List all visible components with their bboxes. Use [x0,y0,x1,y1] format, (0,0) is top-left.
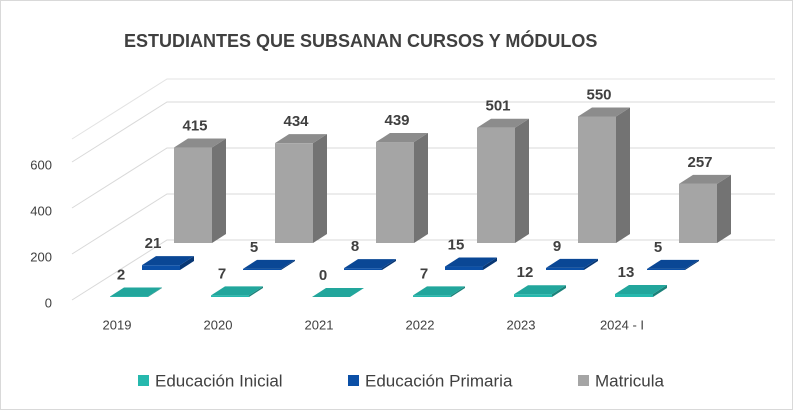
bar-front [211,295,249,297]
bar-side [382,259,396,270]
bar-top [110,287,162,297]
bar-side [584,258,598,270]
bar-top [174,138,226,148]
data-label: 0 [319,267,327,284]
bar-front [445,266,483,270]
bar-top [578,107,630,117]
data-label: 12 [517,264,534,281]
bar-side [685,259,699,270]
data-label: 9 [553,238,561,255]
grid-line [71,239,775,301]
bar-front [477,127,515,243]
bar-side [148,287,162,297]
bar-side [552,285,566,297]
x-tick-label: 2023 [507,317,536,332]
bar-side [616,107,630,243]
bar-front [514,294,552,297]
bar-top [514,285,566,295]
x-tick-label: 2024 - I [600,317,644,332]
bar-front [647,268,685,270]
legend-label: Educación Primaria [365,371,513,390]
data-label: 7 [420,265,428,282]
grid-line [71,147,775,209]
bar-front [376,142,414,243]
bar-front [174,147,212,243]
y-tick-label: 0 [45,295,52,310]
bar-side [281,259,295,270]
data-label: 7 [218,265,226,282]
bar-side [653,285,667,297]
bar-side [483,257,497,270]
bar-front [679,183,717,243]
x-tick-label: 2021 [305,317,334,332]
bar-front [413,295,451,297]
bar-front [578,116,616,243]
bar-side [515,118,529,243]
bar-top [679,174,731,184]
bar-side [414,133,428,243]
bar-front [243,268,281,270]
data-label: 257 [687,154,712,171]
data-label: 434 [283,113,309,130]
bar-front [344,268,382,270]
bar-side [313,134,327,243]
legend-label: Matricula [595,371,665,390]
bar-top [275,134,327,144]
y-tick-label: 400 [30,203,52,218]
bar-side [180,256,194,270]
data-label: 415 [182,118,207,135]
grid-line [71,101,775,163]
legend-label: Educación Inicial [155,371,283,390]
data-label: 5 [654,239,662,256]
bar-front [615,294,653,297]
x-tick-label: 2020 [204,317,233,332]
bar-top [615,285,667,295]
bar-side [212,138,226,243]
data-label: 5 [250,239,258,256]
data-label: 550 [586,86,611,103]
x-tick-label: 2019 [103,317,132,332]
bar-top [142,256,194,266]
wall-edge [71,78,775,140]
bar-top [477,118,529,128]
bar-side [717,174,731,243]
bar-top [413,286,465,296]
bar-top [211,286,263,296]
bar-side [249,286,263,297]
bar-top [376,133,428,143]
bar-top [445,257,497,267]
data-label: 15 [448,237,465,254]
chart-title: ESTUDIANTES QUE SUBSANAN CURSOS Y MÓDULO… [124,30,597,51]
legend-swatch [348,375,359,386]
data-label: 2 [117,267,125,284]
y-tick-label: 600 [30,157,52,172]
bar-side [451,286,465,297]
data-label: 439 [384,112,409,129]
bar-top [243,259,295,269]
legend-swatch [578,375,589,386]
bar-top [546,258,598,268]
y-tick-label: 200 [30,249,52,264]
data-label: 21 [145,235,162,252]
bar-front [275,143,313,243]
grid-line [71,193,775,255]
data-label: 13 [618,264,635,281]
data-label: 8 [351,238,359,255]
legend-swatch [138,375,149,386]
bar-top [647,259,699,269]
data-label: 501 [485,98,510,115]
bar-front [546,267,584,270]
bar-front [142,265,180,270]
bar-top [312,288,364,297]
x-tick-label: 2022 [406,317,435,332]
bar-top [344,259,396,269]
